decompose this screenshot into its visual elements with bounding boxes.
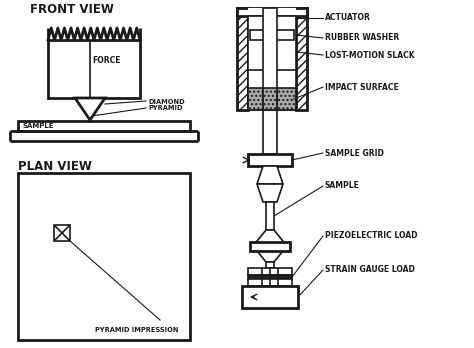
Bar (296, 8, 307, 110)
Bar (277, 88, 296, 110)
Bar (248, 88, 263, 110)
Text: SAMPLE: SAMPLE (23, 123, 55, 129)
Text: RUBBER WASHER: RUBBER WASHER (325, 33, 399, 42)
Bar (248, 8, 296, 110)
Polygon shape (75, 98, 105, 120)
Polygon shape (253, 230, 287, 246)
Bar (266, 262, 274, 268)
Text: PLAN VIEW: PLAN VIEW (18, 160, 92, 173)
Text: LOST-MOTION SLACK: LOST-MOTION SLACK (325, 50, 415, 60)
Bar (48, 40, 140, 98)
Text: IMPACT SURFACE: IMPACT SURFACE (325, 82, 399, 92)
Text: SAMPLE: SAMPLE (325, 182, 360, 190)
Bar (54, 225, 70, 241)
Bar (248, 154, 292, 166)
Text: SAMPLE GRID: SAMPLE GRID (325, 149, 384, 158)
Text: FORCE: FORCE (92, 56, 120, 65)
Bar (248, 279, 292, 286)
Bar (18, 173, 190, 340)
Polygon shape (257, 166, 283, 184)
Bar (263, 154, 277, 163)
Bar (248, 268, 292, 275)
Bar (237, 8, 248, 110)
Text: STRAIN GAUGE LOAD: STRAIN GAUGE LOAD (325, 266, 415, 275)
Polygon shape (253, 246, 287, 262)
Bar (248, 16, 296, 70)
Bar (263, 88, 277, 110)
Text: PYRAMID IMPRESSION: PYRAMID IMPRESSION (95, 327, 179, 333)
Text: DIAMOND
PYRAMID: DIAMOND PYRAMID (148, 98, 185, 111)
Bar (18, 121, 190, 131)
Bar (250, 30, 294, 40)
Bar (248, 275, 292, 279)
Bar (263, 8, 277, 110)
Bar (242, 286, 298, 308)
Text: FRONT VIEW: FRONT VIEW (30, 3, 114, 16)
Bar (250, 242, 290, 251)
Bar (263, 110, 277, 163)
Polygon shape (257, 184, 283, 202)
Text: ACTUATOR: ACTUATOR (325, 14, 371, 23)
Bar (248, 16, 296, 110)
Bar (266, 202, 274, 230)
Text: PIEZOELECTRIC LOAD: PIEZOELECTRIC LOAD (325, 231, 418, 240)
Bar (237, 8, 307, 16)
